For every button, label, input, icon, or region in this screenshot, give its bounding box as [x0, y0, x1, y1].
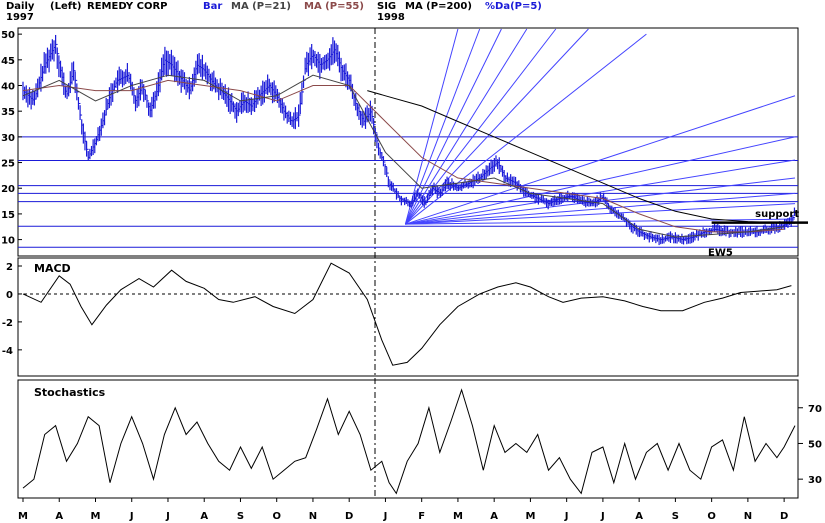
stoch-tick-label-50: 50	[808, 439, 822, 450]
macd-tick-label--2: -2	[2, 318, 13, 329]
panel-frames	[17, 27, 799, 499]
fan-line-2	[404, 28, 502, 225]
legend-pct-d: %Da(P=5)	[485, 1, 542, 12]
x-tick-label: N	[744, 511, 752, 522]
x-tick-label: F	[418, 511, 425, 522]
x-tick-label: J	[129, 511, 134, 522]
macd-tick-label--4: -4	[2, 346, 13, 357]
legend-sig: SIG	[377, 1, 397, 12]
x-tick-label: M	[453, 511, 463, 522]
fan-line-3	[404, 28, 528, 225]
x-tick-label: A	[635, 511, 643, 522]
price-tick-labels: 10 15 20 25 30 35 40 45 50	[1, 30, 22, 247]
x-tick-label: S	[237, 511, 244, 522]
price-tick-label-20: 20	[1, 184, 15, 195]
year-split-label: 1998	[377, 12, 405, 23]
legend-ma200: MA (P=200)	[405, 1, 472, 12]
legend-ma21: MA (P=21)	[231, 1, 291, 12]
price-tick-label-35: 35	[1, 107, 15, 118]
fan-line-0	[404, 28, 459, 225]
stoch-tick-label-30: 30	[808, 475, 822, 486]
price-tick-label-30: 30	[1, 133, 15, 144]
x-tick-label: D	[345, 511, 353, 522]
legend-ma55: MA (P=55)	[304, 1, 364, 12]
fan-line-7	[405, 95, 796, 225]
axis-side-label: (Left)	[50, 1, 82, 12]
x-tick-label: S	[672, 511, 679, 522]
ma21-line	[22, 74, 785, 238]
price-tick-label-45: 45	[1, 56, 15, 67]
period-label: Daily	[6, 1, 35, 12]
year-start-label: 1997	[6, 12, 34, 23]
stoch-tick-label-70: 70	[808, 404, 822, 415]
stochastics-line	[22, 388, 796, 495]
ma55-line	[22, 79, 785, 233]
macd-line	[22, 262, 792, 366]
x-tick-label: J	[383, 511, 388, 522]
macd-tick-label-2: 2	[6, 262, 13, 273]
support-label: support	[755, 209, 799, 220]
x-tick-label: A	[200, 511, 208, 522]
x-tick-label: J	[600, 511, 605, 522]
ma200-line	[367, 90, 796, 224]
price-tick-label-10: 10	[1, 236, 15, 247]
legend-bar: Bar	[203, 1, 223, 12]
x-tick-label: M	[18, 511, 28, 522]
fan-line-11	[405, 192, 796, 225]
x-tick-label: N	[309, 511, 317, 522]
x-tick-label: M	[91, 511, 101, 522]
price-tick-label-25: 25	[1, 159, 15, 170]
x-tick-label: J	[564, 511, 569, 522]
fan-line-12	[405, 203, 796, 225]
stochastics-title: Stochastics	[34, 386, 106, 399]
price-tick-label-50: 50	[1, 30, 15, 41]
macd-title: MACD	[34, 262, 71, 275]
x-tick-label: A	[490, 511, 498, 522]
x-tick-label: J	[165, 511, 170, 522]
x-tick-label: O	[272, 511, 281, 522]
fan-line-6	[405, 33, 647, 225]
x-tick-label: D	[780, 511, 788, 522]
ew5-label: EW5	[708, 248, 733, 259]
gann-fan-lines	[404, 28, 796, 225]
price-tick-label-40: 40	[1, 82, 15, 93]
macd-tick-label-0: 0	[6, 290, 13, 301]
price-tick-label-15: 15	[1, 210, 15, 221]
x-tick-label: A	[55, 511, 63, 522]
stochastics-tick-labels: 70 50 30	[798, 404, 822, 486]
fan-line-8	[405, 136, 796, 225]
x-tick-label: M	[525, 511, 535, 522]
fan-line-9	[405, 159, 796, 225]
symbol-label: REMEDY CORP	[87, 1, 168, 12]
x-tick-label: O	[707, 511, 716, 522]
